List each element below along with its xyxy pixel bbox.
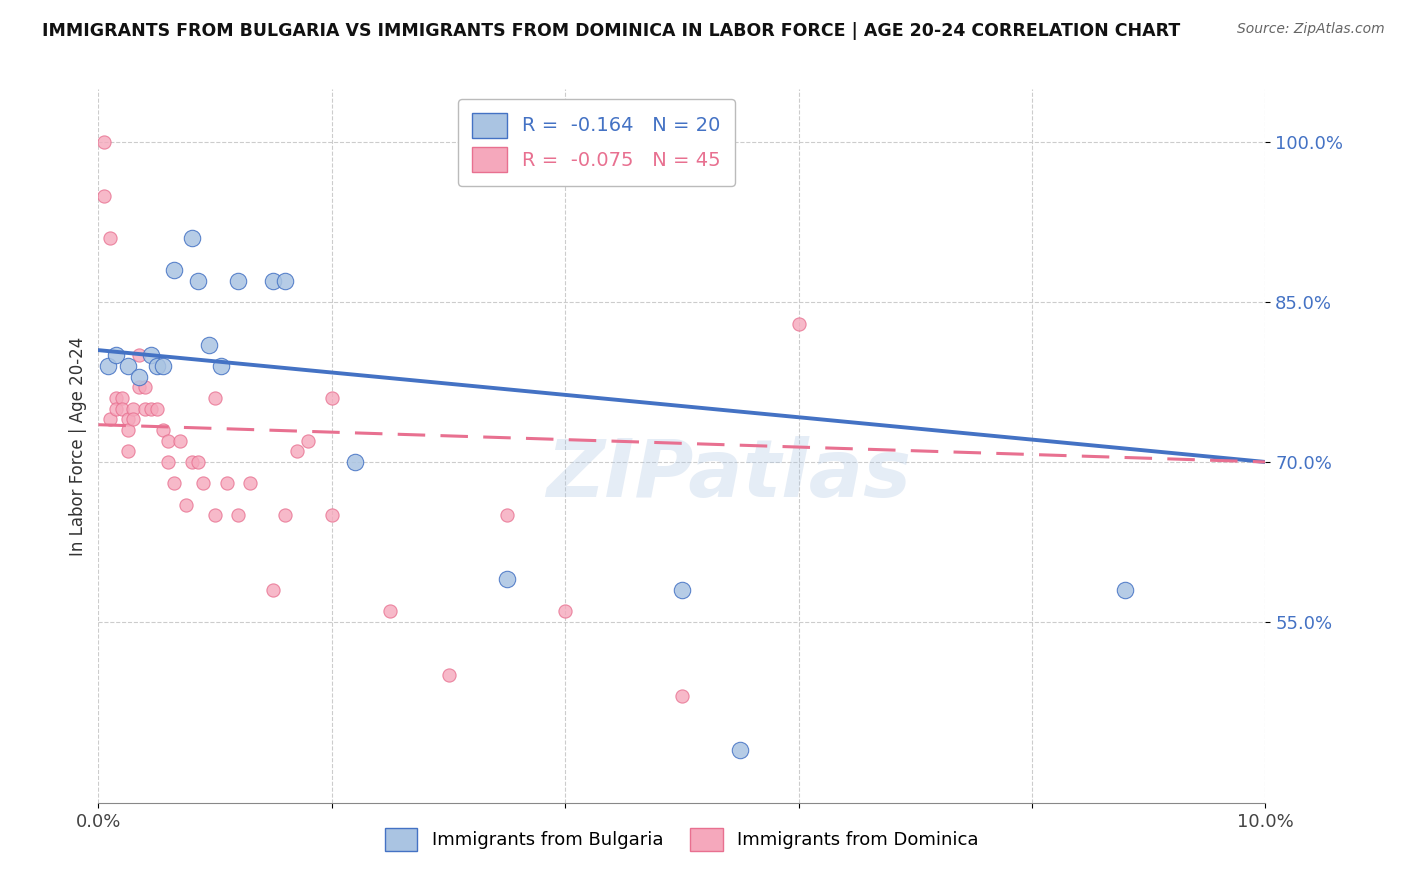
- Point: [152, 423, 174, 437]
- Point: [146, 359, 169, 373]
- Point: [671, 690, 693, 704]
- Point: [134, 401, 156, 416]
- Point: [128, 349, 150, 363]
- Point: [163, 476, 186, 491]
- Point: [730, 742, 752, 756]
- Point: [263, 274, 285, 288]
- Point: [496, 572, 519, 586]
- Point: [671, 582, 693, 597]
- Point: [111, 401, 134, 416]
- Point: [104, 349, 127, 363]
- Point: [117, 359, 139, 373]
- Point: [187, 274, 209, 288]
- Point: [209, 359, 232, 373]
- Point: [104, 391, 127, 405]
- Point: [274, 274, 297, 288]
- Point: [98, 412, 121, 426]
- Point: [180, 231, 202, 245]
- Point: [117, 412, 139, 426]
- Point: [134, 380, 156, 394]
- Point: [344, 455, 367, 469]
- Point: [139, 401, 162, 416]
- Point: [93, 136, 115, 150]
- Point: [128, 369, 150, 384]
- Point: [146, 401, 169, 416]
- Point: [787, 317, 810, 331]
- Point: [97, 359, 120, 373]
- Point: [204, 508, 226, 523]
- Point: [215, 476, 238, 491]
- Y-axis label: In Labor Force | Age 20-24: In Labor Force | Age 20-24: [69, 336, 87, 556]
- Text: IMMIGRANTS FROM BULGARIA VS IMMIGRANTS FROM DOMINICA IN LABOR FORCE | AGE 20-24 : IMMIGRANTS FROM BULGARIA VS IMMIGRANTS F…: [42, 22, 1181, 40]
- Point: [1114, 582, 1136, 597]
- Point: [437, 668, 460, 682]
- Point: [239, 476, 262, 491]
- Point: [285, 444, 308, 458]
- Point: [198, 338, 221, 352]
- Point: [169, 434, 191, 448]
- Point: [117, 423, 139, 437]
- Point: [297, 434, 319, 448]
- Point: [187, 455, 209, 469]
- Point: [321, 391, 343, 405]
- Point: [193, 476, 215, 491]
- Point: [122, 401, 145, 416]
- Point: [204, 391, 226, 405]
- Point: [163, 263, 186, 277]
- Text: Source: ZipAtlas.com: Source: ZipAtlas.com: [1237, 22, 1385, 37]
- Legend: Immigrants from Bulgaria, Immigrants from Dominica: Immigrants from Bulgaria, Immigrants fro…: [378, 821, 986, 858]
- Point: [98, 231, 121, 245]
- Point: [380, 604, 402, 618]
- Point: [228, 274, 250, 288]
- Point: [128, 380, 150, 394]
- Point: [139, 349, 162, 363]
- Point: [228, 508, 250, 523]
- Point: [263, 582, 285, 597]
- Point: [157, 434, 180, 448]
- Point: [274, 508, 297, 523]
- Point: [496, 508, 519, 523]
- Text: ZIPatlas: ZIPatlas: [546, 435, 911, 514]
- Point: [104, 401, 127, 416]
- Point: [321, 508, 343, 523]
- Point: [157, 455, 180, 469]
- Point: [174, 498, 197, 512]
- Point: [152, 359, 174, 373]
- Point: [93, 188, 115, 202]
- Point: [117, 444, 139, 458]
- Point: [180, 455, 202, 469]
- Point: [111, 391, 134, 405]
- Point: [122, 412, 145, 426]
- Point: [554, 604, 576, 618]
